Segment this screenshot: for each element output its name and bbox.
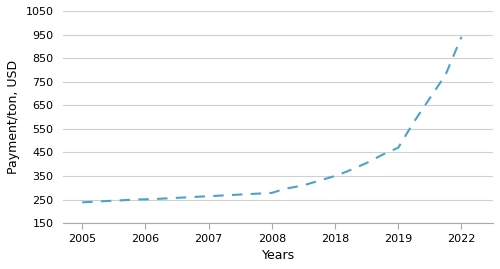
X-axis label: Years: Years — [262, 249, 294, 262]
Y-axis label: Payment/ton, USD: Payment/ton, USD — [7, 60, 20, 174]
